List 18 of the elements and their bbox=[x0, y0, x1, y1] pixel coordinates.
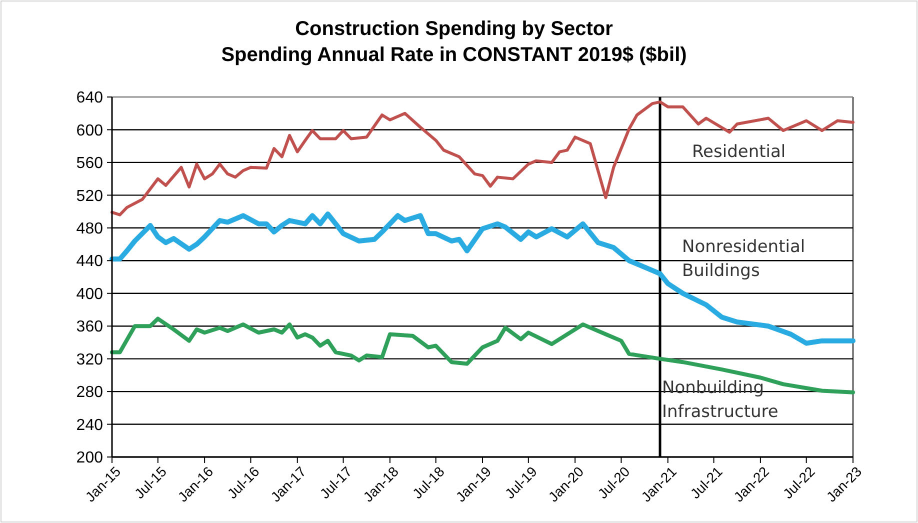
y-tick-label: 440 bbox=[76, 253, 104, 270]
y-tick-label: 560 bbox=[76, 155, 104, 172]
line-series bbox=[110, 100, 854, 216]
y-tick-label: 600 bbox=[76, 122, 104, 140]
chart-title: Construction Spending by Sector bbox=[295, 18, 614, 40]
y-tick-label: 320 bbox=[76, 351, 104, 368]
y-tick-label: 280 bbox=[76, 384, 104, 402]
y-tick-label: 240 bbox=[76, 416, 104, 434]
y-tick-label: 360 bbox=[76, 318, 104, 336]
y-tick-label: 640 bbox=[76, 90, 104, 107]
series-label: Nonresidential Buildings bbox=[682, 237, 806, 281]
y-tick-label: 200 bbox=[76, 450, 104, 467]
line-series bbox=[110, 316, 855, 394]
chart-subtitle: Spending Annual Rate in CONSTANT 2019$ ($bil) bbox=[221, 44, 687, 66]
series-label: Residential bbox=[692, 142, 786, 162]
y-tick-label: 400 bbox=[76, 286, 104, 303]
y-tick-label: 480 bbox=[76, 220, 104, 238]
y-tick-label: 520 bbox=[76, 188, 104, 205]
